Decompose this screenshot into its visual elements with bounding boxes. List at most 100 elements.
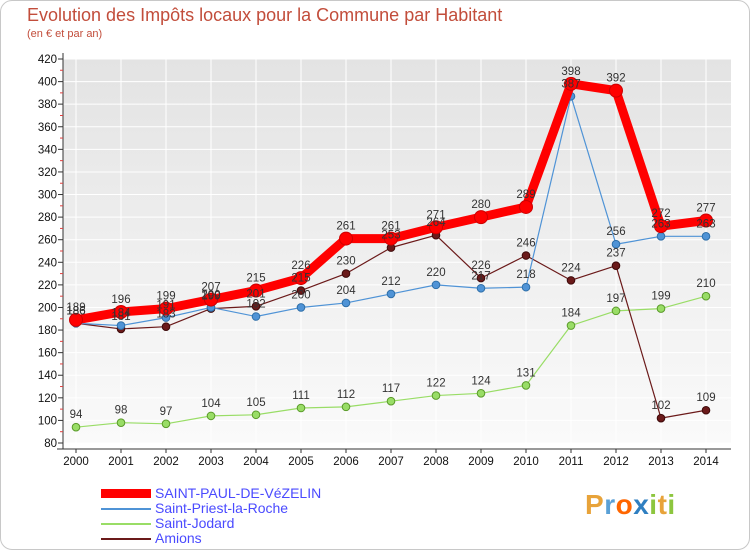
y-tick-label: 260: [38, 235, 57, 247]
y-tick-label: 240: [38, 257, 57, 269]
data-label: 181: [111, 311, 130, 323]
data-label: 94: [70, 409, 83, 421]
legend-swatch: [101, 508, 151, 510]
data-point: [161, 322, 171, 331]
data-label: 186: [66, 305, 85, 317]
data-point: [71, 422, 81, 432]
data-label: 200: [201, 289, 220, 301]
x-tick-label: 2004: [243, 456, 269, 468]
data-point: [69, 312, 83, 327]
data-label: 117: [382, 383, 400, 395]
data-point: [476, 283, 486, 293]
data-label: 387: [561, 78, 580, 90]
plot-area: [63, 59, 731, 443]
y-tick-label: 420: [38, 54, 57, 66]
data-point: [386, 396, 396, 406]
x-tick-label: 2009: [468, 456, 494, 468]
chart-title: Evolution des Impôts locaux pour la Comm…: [27, 5, 503, 25]
data-point: [341, 402, 351, 412]
data-point: [429, 220, 443, 235]
x-tick-label: 2011: [559, 456, 584, 468]
data-label: 104: [201, 398, 221, 410]
x-tick-label: 2002: [153, 456, 179, 468]
data-label: 102: [651, 400, 670, 412]
legend-label: Saint-Priest-la-Roche: [155, 500, 289, 516]
x-tick-label: 2001: [108, 456, 134, 468]
data-point: [339, 231, 353, 246]
x-tick-label: 2000: [63, 456, 89, 468]
data-point: [566, 276, 576, 285]
data-label: 226: [471, 260, 490, 272]
data-point: [206, 411, 216, 421]
data-label: 183: [156, 309, 175, 321]
data-point: [476, 389, 486, 398]
data-point: [521, 381, 531, 390]
data-label: 237: [606, 248, 625, 260]
data-point: [159, 301, 173, 316]
data-label: 199: [201, 291, 220, 303]
data-point: [296, 286, 306, 295]
data-label: 280: [471, 199, 490, 211]
data-point: [384, 231, 398, 246]
data-label: 201: [246, 288, 265, 300]
data-label: 215: [291, 273, 310, 285]
data-label: 398: [561, 66, 580, 78]
legend-label: Amions: [155, 530, 202, 546]
data-label: 277: [696, 203, 715, 215]
data-label: 230: [336, 256, 355, 268]
data-label: 122: [426, 378, 445, 390]
data-label: 196: [111, 294, 130, 306]
data-point: [294, 271, 308, 286]
y-tick-label: 280: [38, 212, 57, 224]
data-point: [474, 210, 488, 225]
series-1: [71, 91, 711, 330]
data-label: 226: [291, 260, 310, 272]
y-tick-label: 400: [38, 77, 57, 89]
data-label: 105: [246, 397, 265, 409]
y-tick-label: 120: [38, 393, 57, 405]
y-tick-label: 140: [38, 370, 57, 382]
proxiti-logo: Proxiti: [585, 489, 676, 521]
x-tick-label: 2014: [693, 456, 719, 468]
legend-swatch: [101, 489, 151, 498]
data-point: [116, 321, 126, 330]
data-label: 109: [696, 392, 715, 404]
x-tick-label: 2006: [333, 456, 359, 468]
logo-letter: i: [667, 489, 676, 520]
data-point: [699, 213, 713, 228]
data-label: 199: [651, 291, 670, 303]
series-2: [71, 291, 711, 432]
y-tick-label: 300: [38, 190, 57, 202]
data-point: [611, 261, 621, 270]
x-tick-label: 2007: [378, 456, 404, 468]
data-label: 218: [516, 269, 535, 281]
data-point: [341, 269, 351, 278]
data-label: 184: [111, 308, 131, 320]
data-point: [251, 410, 261, 420]
data-label: 246: [516, 238, 535, 250]
data-point: [476, 273, 486, 283]
data-label: 261: [381, 221, 400, 233]
data-label: 263: [696, 218, 715, 230]
x-tick-label: 2008: [423, 456, 449, 468]
data-point: [566, 321, 576, 330]
y-tick-label: 340: [38, 144, 57, 156]
data-point: [296, 403, 306, 413]
data-label: 224: [561, 262, 581, 274]
y-tick-label: 220: [38, 280, 57, 292]
data-point: [161, 419, 171, 429]
data-label: 256: [606, 226, 625, 238]
data-label: 220: [426, 267, 445, 279]
x-tick-label: 2010: [513, 456, 539, 468]
data-label: 253: [381, 230, 400, 242]
data-label: 124: [471, 375, 491, 387]
data-point: [431, 391, 441, 400]
data-point: [701, 291, 711, 301]
x-tick-label: 2013: [648, 456, 674, 468]
data-point: [654, 219, 668, 234]
data-point: [296, 303, 306, 312]
data-point: [564, 76, 578, 91]
x-tick-label: 2005: [288, 456, 314, 468]
data-label: 199: [156, 291, 175, 303]
